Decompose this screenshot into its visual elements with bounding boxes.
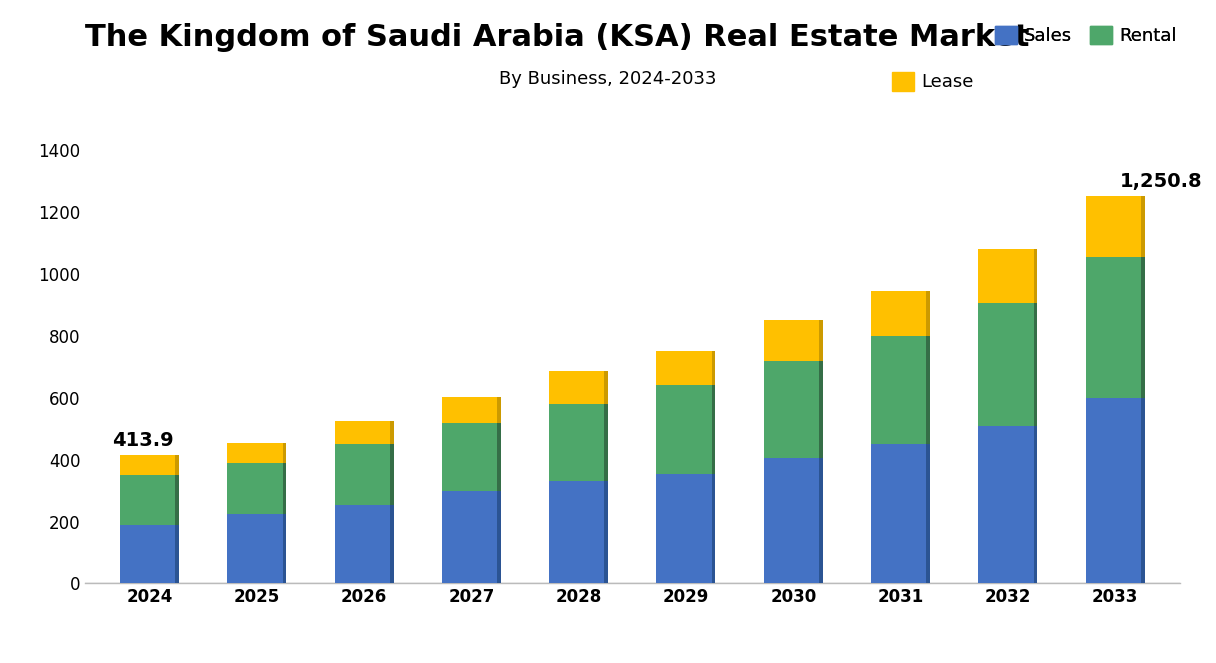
Bar <box>820 458 823 583</box>
Bar <box>497 422 501 491</box>
Bar <box>334 421 394 444</box>
Bar <box>1141 398 1144 583</box>
Bar <box>227 514 286 583</box>
Bar <box>820 361 823 458</box>
Bar <box>604 371 608 404</box>
Bar <box>175 475 179 524</box>
Bar <box>764 458 823 583</box>
Bar <box>927 291 930 336</box>
Bar <box>1141 257 1144 398</box>
Text: By Business, 2024-2033: By Business, 2024-2033 <box>500 70 716 88</box>
Bar <box>120 475 179 524</box>
Bar <box>604 481 608 583</box>
Text: The Kingdom of Saudi Arabia (KSA) Real Estate Market: The Kingdom of Saudi Arabia (KSA) Real E… <box>85 23 1030 52</box>
Bar <box>979 304 1037 426</box>
Bar <box>120 455 179 475</box>
Bar <box>820 320 823 361</box>
Bar <box>441 397 501 422</box>
Text: 1,250.8: 1,250.8 <box>1120 172 1203 191</box>
Bar <box>497 397 501 422</box>
Bar <box>227 443 286 463</box>
Bar <box>497 491 501 583</box>
Bar <box>390 421 394 444</box>
Bar <box>711 351 715 385</box>
Bar <box>175 455 179 475</box>
Bar <box>657 351 715 385</box>
Bar <box>282 443 286 463</box>
Bar <box>175 524 179 583</box>
Bar <box>979 426 1037 583</box>
Bar <box>282 514 286 583</box>
Bar <box>282 463 286 514</box>
Bar <box>871 444 930 583</box>
Bar <box>764 320 823 361</box>
Bar <box>441 422 501 491</box>
Bar <box>979 249 1037 304</box>
Bar <box>550 371 608 404</box>
Bar <box>390 505 394 583</box>
Bar <box>657 385 715 473</box>
Bar <box>764 361 823 458</box>
Bar <box>550 404 608 481</box>
Bar <box>1086 398 1144 583</box>
Bar <box>711 473 715 583</box>
Bar <box>334 444 394 505</box>
Text: 413.9: 413.9 <box>112 431 174 450</box>
Bar <box>1034 426 1037 583</box>
Bar <box>441 491 501 583</box>
Legend: Sales, Rental: Sales, Rental <box>995 26 1177 45</box>
Bar <box>927 336 930 444</box>
Bar <box>604 404 608 481</box>
Bar <box>1086 257 1144 398</box>
Bar <box>227 463 286 514</box>
Bar <box>120 524 179 583</box>
Bar <box>334 505 394 583</box>
Bar <box>927 444 930 583</box>
Bar <box>1141 196 1144 257</box>
Bar <box>711 385 715 473</box>
Bar <box>871 336 930 444</box>
Bar <box>1034 304 1037 426</box>
Bar <box>1086 196 1144 257</box>
Bar <box>657 473 715 583</box>
Bar <box>550 481 608 583</box>
Bar <box>871 291 930 336</box>
Bar <box>1034 249 1037 304</box>
Bar <box>390 444 394 505</box>
Legend: Lease: Lease <box>893 72 974 91</box>
